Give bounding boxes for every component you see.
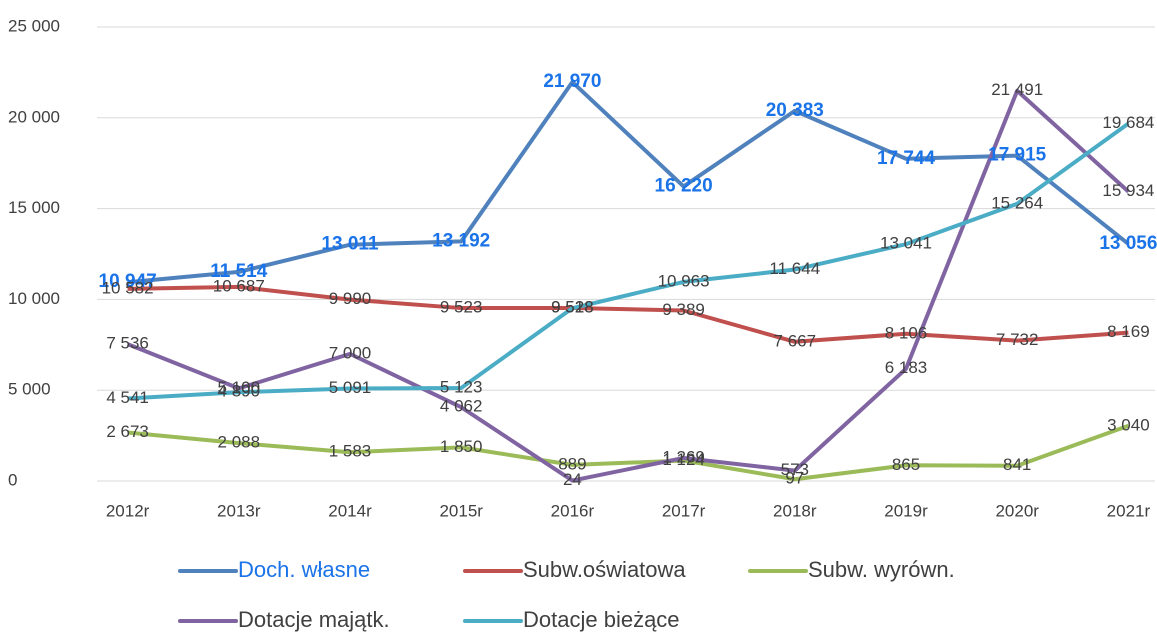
data-label: 2 673 [106, 422, 149, 441]
data-label: 7 536 [106, 334, 149, 353]
data-label: 8 106 [885, 323, 928, 342]
data-label: 1 124 [662, 450, 705, 469]
data-label: 17 744 [877, 148, 936, 169]
data-label: 13 041 [880, 234, 932, 253]
series-line [127, 80, 1130, 285]
x-tick-label: 2013r [217, 501, 261, 520]
data-label: 9 990 [329, 289, 372, 308]
data-label: 20 383 [766, 100, 824, 121]
data-label: 2 088 [218, 433, 261, 452]
data-label: 10 582 [102, 278, 154, 297]
legend-label: Subw. wyrówn. [808, 557, 955, 582]
data-label: 10 963 [658, 271, 710, 290]
series-line [127, 284, 1129, 344]
data-label: 11 514 [210, 261, 267, 282]
data-label: 1 850 [440, 437, 483, 456]
legend-label: Subw.oświatowa [523, 557, 686, 582]
data-label: 5 100 [218, 378, 261, 397]
y-tick-label: 15 000 [8, 198, 60, 217]
x-tick-label: 2016r [551, 501, 595, 520]
data-label: 24 [563, 470, 582, 489]
x-tick-label: 2020r [995, 501, 1039, 520]
data-label: 15 264 [991, 193, 1043, 212]
data-label: 21 491 [991, 80, 1043, 99]
data-label: 10 687 [213, 276, 265, 295]
data-label: 21 970 [543, 71, 601, 92]
x-tick-label: 2012r [106, 501, 150, 520]
data-label: 9 389 [662, 300, 705, 319]
x-tick-label: 2017r [662, 501, 706, 520]
data-label: 19 684 [1102, 113, 1154, 132]
data-label: 7 000 [329, 343, 372, 362]
y-tick-label: 10 000 [8, 289, 60, 308]
data-label: 5 123 [440, 377, 483, 396]
data-label: 1 269 [662, 447, 705, 466]
legend-label: Doch. własne [238, 557, 370, 582]
legend-label: Dotacje bieżące [523, 607, 680, 632]
data-label: 7 732 [996, 330, 1039, 349]
x-tick-label: 2019r [884, 501, 928, 520]
data-label: 17 915 [988, 145, 1047, 166]
x-tick-label: 2014r [328, 501, 372, 520]
data-label: 10 947 [99, 271, 157, 292]
data-label: 841 [1003, 455, 1031, 474]
data-label: 97 [785, 469, 804, 488]
x-tick-label: 2021r [1107, 501, 1151, 520]
data-label: 9 528 [551, 297, 594, 316]
data-label: 865 [892, 455, 920, 474]
series-line [126, 88, 1130, 483]
data-label: 3 040 [1107, 415, 1150, 434]
data-label: 9 518 [551, 298, 594, 317]
data-label: 11 644 [769, 259, 820, 278]
data-label: 6 183 [885, 358, 928, 377]
data-label: 573 [781, 460, 809, 479]
series-line [127, 423, 1130, 482]
data-label: 4 541 [106, 388, 149, 407]
data-label: 5 091 [329, 378, 372, 397]
data-label: 9 523 [440, 298, 483, 317]
data-label: 8 169 [1107, 322, 1150, 341]
data-label: 1 583 [329, 442, 372, 461]
series-line [127, 121, 1130, 401]
y-tick-label: 0 [8, 470, 17, 489]
data-label: 889 [558, 454, 586, 473]
data-label: 16 220 [655, 175, 713, 196]
data-label: 13 192 [432, 230, 490, 251]
y-tick-label: 5 000 [8, 380, 51, 399]
data-label: 4 062 [440, 397, 483, 416]
data-label: 13 011 [321, 234, 378, 255]
data-label: 15 934 [1102, 181, 1154, 200]
y-tick-label: 20 000 [8, 107, 60, 126]
data-label: 4 890 [218, 382, 261, 401]
x-tick-label: 2015r [439, 501, 483, 520]
y-tick-label: 25 000 [8, 16, 60, 35]
data-label: 13 056 [1099, 233, 1157, 254]
legend-label: Dotacje majątk. [238, 607, 390, 632]
data-label: 7 667 [774, 331, 817, 350]
x-tick-label: 2018r [773, 501, 817, 520]
